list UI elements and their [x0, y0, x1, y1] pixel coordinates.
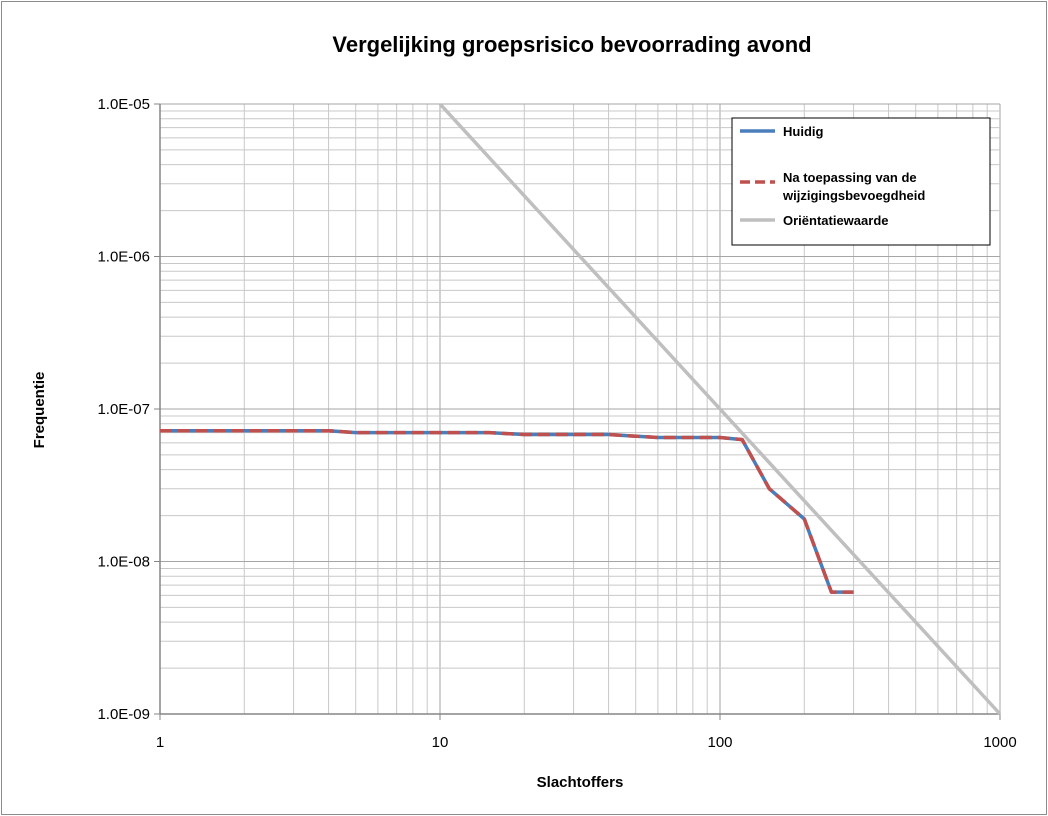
plot-area	[160, 102, 1002, 716]
chart-title: Vergelijking groepsrisico bevoorrading a…	[332, 32, 811, 57]
legend-label-1: Na toepassing van de	[783, 170, 917, 185]
y-tick-label: 1.0E-05	[97, 96, 150, 113]
legend: Huidig Na toepassing van de wijzigingsbevo…	[731, 117, 991, 246]
y-tick-label: 1.0E-08	[97, 554, 150, 571]
y-axis-title: Frequentie	[31, 372, 48, 449]
tick-labels: 1 10 100 1000 1.0E-05 1.0E-06 1.0E-07 1.0E-08 1.…	[97, 96, 1016, 751]
legend-label-1: wijzigingsbevoegdheid	[782, 188, 925, 203]
legend-label-0: Huidig	[783, 124, 823, 139]
series-line-1	[160, 429, 854, 594]
axes	[154, 103, 1001, 720]
y-tick-label: 1.0E-07	[97, 401, 150, 418]
x-tick-label: 1	[156, 734, 164, 751]
x-tick-label: 100	[707, 734, 732, 751]
legend-label-2: Oriëntatiewaarde	[783, 213, 889, 228]
x-tick-label: 10	[432, 734, 449, 751]
series-line-2	[438, 102, 1002, 716]
y-tick-label: 1.0E-06	[97, 249, 150, 266]
y-tick-label: 1.0E-09	[97, 706, 150, 723]
x-tick-label: 1000	[983, 734, 1016, 751]
x-axis-title: Slachtoffers	[537, 774, 624, 791]
